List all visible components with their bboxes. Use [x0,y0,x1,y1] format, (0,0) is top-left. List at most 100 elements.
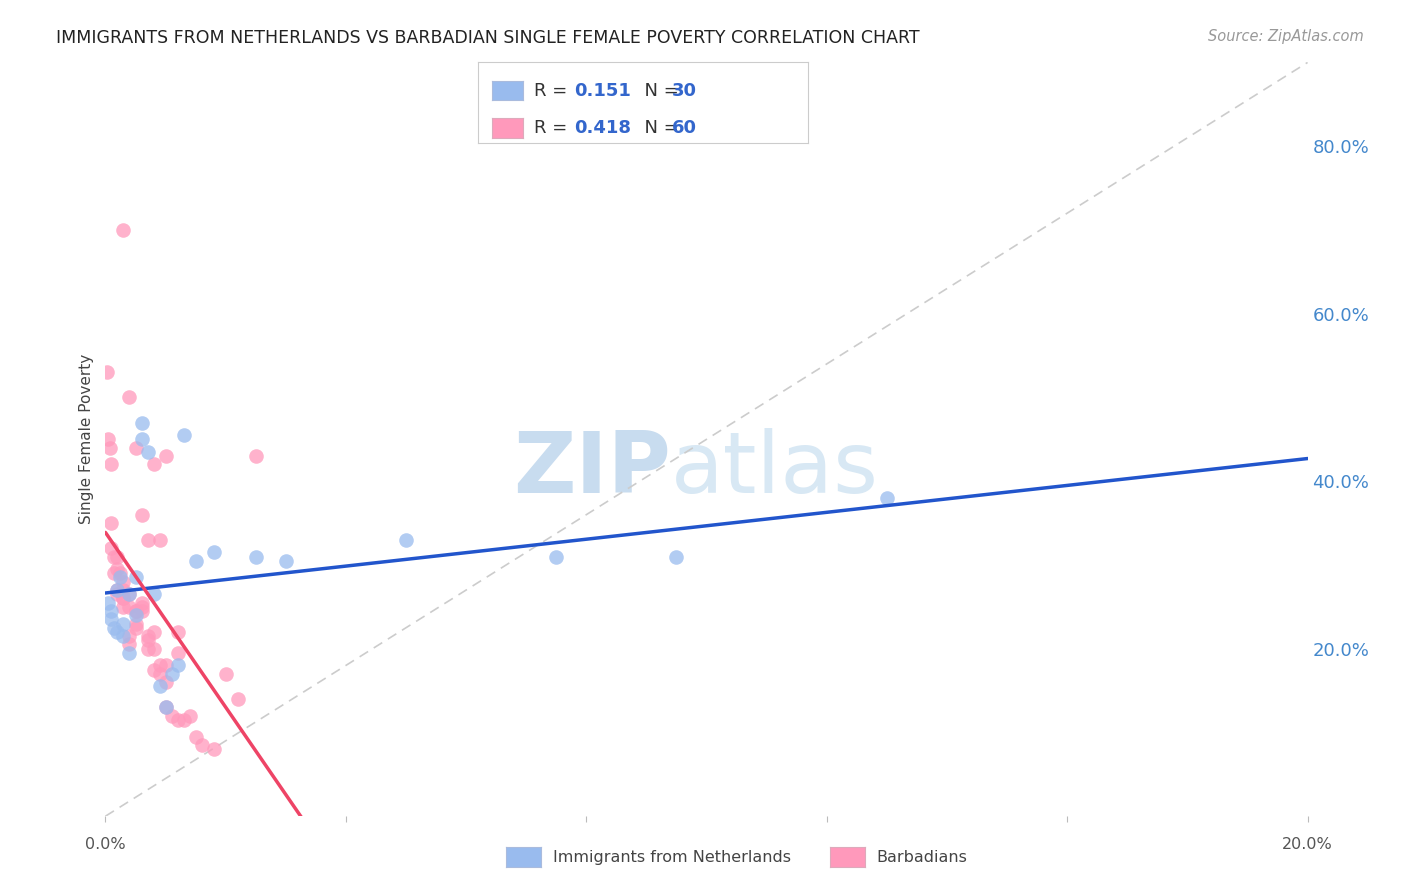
Point [131,604,153,618]
Point [160,708,183,723]
Text: 20.0%: 20.0% [1282,838,1333,852]
Point [118,599,141,614]
Point [103,549,125,564]
Point [274,554,297,568]
Text: N =: N = [633,120,685,137]
Point [118,629,141,643]
Point [118,587,141,601]
Point [136,533,159,547]
Point [179,708,201,723]
Point [166,658,188,673]
Text: 60: 60 [672,120,697,137]
Point [155,675,177,690]
Point [112,574,135,589]
Point [155,658,177,673]
Point [214,666,236,681]
Point [112,591,135,606]
Text: Immigrants from Netherlands: Immigrants from Netherlands [553,850,790,864]
Point [131,416,153,430]
Point [112,616,135,631]
Point [546,549,568,564]
Point [202,742,225,756]
Point [112,223,135,237]
Point [98,441,121,455]
Point [110,570,132,584]
Point [124,616,146,631]
Point [100,458,122,472]
Point [142,663,165,677]
Point [142,587,165,601]
Text: N =: N = [633,81,685,100]
Point [131,433,153,447]
Point [124,604,146,618]
Point [148,679,170,693]
Point [107,562,129,576]
Point [395,533,418,547]
Point [103,566,125,581]
Point [107,587,129,601]
Point [148,533,170,547]
Point [184,554,207,568]
Point [107,624,129,639]
Text: 0.0%: 0.0% [86,838,125,852]
Point [155,449,177,463]
Point [118,638,141,652]
Point [112,591,135,606]
Point [124,441,146,455]
Y-axis label: Single Female Poverty: Single Female Poverty [79,354,94,524]
Point [166,713,188,727]
Point [100,516,122,530]
Point [100,612,122,626]
Point [103,621,125,635]
Point [107,549,129,564]
Point [148,666,170,681]
Text: 30: 30 [672,81,697,100]
Point [107,583,129,598]
Text: atlas: atlas [671,428,879,511]
Point [124,621,146,635]
Text: Barbadians: Barbadians [876,850,967,864]
Point [124,570,146,584]
Point [245,449,267,463]
Point [160,666,183,681]
Point [100,604,122,618]
Point [107,583,129,598]
Point [96,365,118,379]
Point [124,608,146,623]
Point [131,596,153,610]
Point [136,633,159,648]
Text: 0.418: 0.418 [574,120,631,137]
Point [166,624,188,639]
Text: Source: ZipAtlas.com: Source: ZipAtlas.com [1208,29,1364,44]
Text: R =: R = [534,120,574,137]
Text: ZIP: ZIP [513,428,671,511]
Point [142,624,165,639]
Point [142,641,165,656]
Point [112,583,135,598]
Point [184,730,207,744]
Point [100,541,122,556]
Point [142,458,165,472]
Point [136,445,159,459]
Point [155,700,177,714]
Point [665,549,688,564]
Text: 0.151: 0.151 [574,81,630,100]
Text: R =: R = [534,81,574,100]
Point [97,596,120,610]
Text: IMMIGRANTS FROM NETHERLANDS VS BARBADIAN SINGLE FEMALE POVERTY CORRELATION CHART: IMMIGRANTS FROM NETHERLANDS VS BARBADIAN… [56,29,920,46]
Point [173,428,195,442]
Point [118,391,141,405]
Point [155,700,177,714]
Point [202,545,225,559]
Point [112,599,135,614]
Point [118,587,141,601]
Point [118,646,141,660]
Point [148,658,170,673]
Point [166,646,188,660]
Point [173,713,195,727]
Point [110,566,132,581]
Point [97,433,120,447]
Point [124,604,146,618]
Point [226,692,249,706]
Point [112,629,135,643]
